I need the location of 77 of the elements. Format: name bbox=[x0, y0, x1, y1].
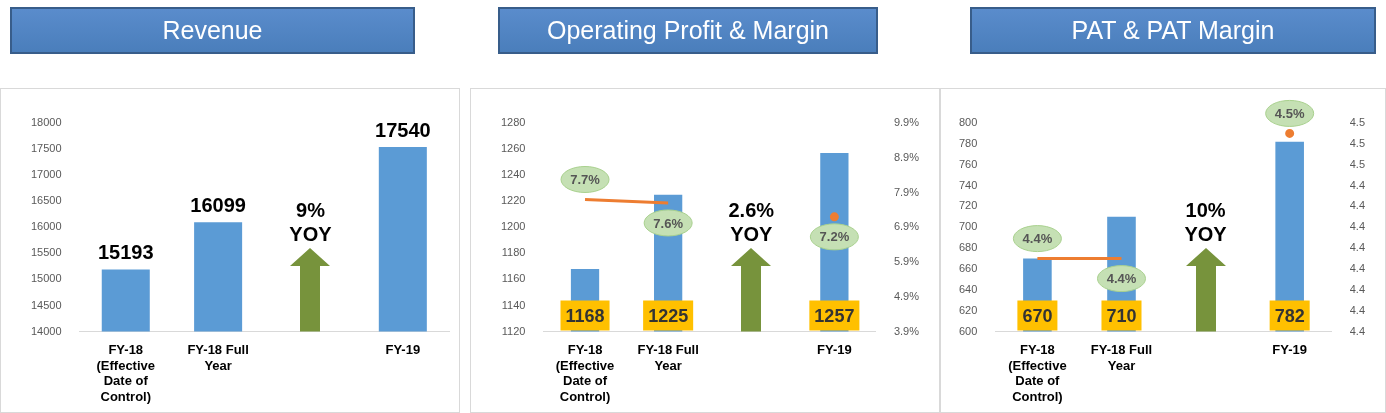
chart-title: Revenue bbox=[10, 7, 415, 54]
y-tick-label: 1220 bbox=[500, 194, 526, 207]
y2-tick-label: 4.5 bbox=[1349, 116, 1366, 129]
y-tick-label: 18000 bbox=[30, 116, 62, 129]
data-label: 1257 bbox=[814, 305, 855, 326]
y-tick-label: 680 bbox=[958, 241, 978, 254]
y2-tick-label: 4.4 bbox=[1349, 220, 1366, 233]
data-label: 1168 bbox=[565, 305, 605, 326]
chart-title: PAT & PAT Margin bbox=[970, 7, 1376, 54]
y-tick-label: 17000 bbox=[30, 168, 62, 181]
y-tick-label: 780 bbox=[958, 136, 978, 149]
annotation: 2.6% YOY bbox=[727, 198, 776, 247]
y-tick-label: 14500 bbox=[30, 298, 62, 311]
y2-tick-label: 4.4 bbox=[1349, 303, 1366, 316]
y2-tick-label: 4.9% bbox=[893, 289, 920, 302]
annotation: 9% YOY bbox=[288, 198, 333, 247]
annotation: 10% YOY bbox=[1183, 198, 1228, 247]
y-tick-label: 1240 bbox=[500, 168, 526, 181]
data-label: 16099 bbox=[190, 193, 246, 216]
y-tick-label: 1180 bbox=[501, 246, 526, 259]
y-tick-label: 1280 bbox=[500, 116, 526, 129]
y-tick-label: 660 bbox=[958, 262, 978, 275]
y2-tick-label: 7.9% bbox=[893, 185, 920, 198]
y2-tick-label: 9.9% bbox=[893, 116, 920, 129]
data-label: 4.5% bbox=[1274, 106, 1305, 122]
y2-tick-label: 4.4 bbox=[1349, 178, 1366, 191]
y-tick-label: 640 bbox=[958, 282, 978, 295]
y-tick-label: 16500 bbox=[30, 194, 62, 207]
data-label: 15193 bbox=[97, 240, 154, 263]
y2-tick-label: 6.9% bbox=[893, 220, 920, 233]
y2-tick-label: 4.4 bbox=[1349, 199, 1366, 212]
x-tick-label: FY-18 Full Year bbox=[187, 341, 249, 373]
y-tick-label: 1200 bbox=[500, 220, 526, 233]
y2-tick-label: 8.9% bbox=[893, 150, 920, 163]
y2-tick-label: 4.4 bbox=[1349, 282, 1366, 295]
y2-tick-label: 5.9% bbox=[893, 255, 920, 268]
y-tick-label: 1160 bbox=[501, 272, 526, 285]
x-tick-label: FY-18 Full Year bbox=[1090, 341, 1153, 373]
y-tick-label: 15500 bbox=[30, 246, 62, 259]
x-tick-label: FY-18 (Effective Date of Control) bbox=[555, 341, 615, 404]
y-tick-label: 720 bbox=[958, 199, 978, 212]
data-label: 4.4% bbox=[1106, 271, 1137, 287]
y-tick-label: 14000 bbox=[30, 324, 62, 337]
y2-tick-label: 4.4 bbox=[1349, 324, 1366, 337]
x-tick-label: FY-18 (Effective Date of Control) bbox=[1008, 341, 1067, 404]
y-tick-label: 1120 bbox=[501, 324, 526, 337]
y-tick-label: 620 bbox=[958, 303, 978, 316]
y-tick-label: 15000 bbox=[30, 272, 62, 285]
data-label: 1225 bbox=[648, 305, 689, 326]
y2-tick-label: 3.9% bbox=[893, 324, 920, 337]
data-label: 4.4% bbox=[1022, 231, 1053, 247]
y2-tick-label: 4.5 bbox=[1349, 157, 1366, 170]
y-tick-label: 16000 bbox=[30, 220, 62, 233]
data-label: 7.7% bbox=[570, 172, 601, 188]
data-label: 7.2% bbox=[819, 229, 850, 245]
y2-tick-label: 4.4 bbox=[1349, 241, 1366, 254]
y2-tick-label: 4.5 bbox=[1349, 136, 1366, 149]
x-tick-label: FY-19 bbox=[385, 341, 421, 357]
y2-tick-label: 4.4 bbox=[1349, 262, 1366, 275]
data-label: 17540 bbox=[375, 118, 431, 141]
data-label: 670 bbox=[1022, 305, 1053, 326]
x-tick-label: FY-18 (Effective Date of Control) bbox=[96, 341, 156, 404]
y-tick-label: 760 bbox=[958, 157, 978, 170]
x-tick-label: FY-18 Full Year bbox=[637, 341, 699, 373]
y-tick-label: 740 bbox=[958, 178, 978, 191]
y-tick-label: 700 bbox=[958, 220, 978, 233]
y-tick-label: 600 bbox=[958, 324, 978, 337]
y-tick-label: 1260 bbox=[500, 142, 526, 155]
x-tick-label: FY-19 bbox=[817, 341, 852, 357]
data-label: 710 bbox=[1106, 305, 1137, 326]
data-label: 782 bbox=[1274, 305, 1305, 326]
chart-title: Operating Profit & Margin bbox=[498, 7, 878, 54]
y-tick-label: 800 bbox=[958, 116, 978, 129]
y-tick-label: 1140 bbox=[501, 298, 526, 311]
x-tick-label: FY-19 bbox=[1272, 341, 1308, 357]
y-tick-label: 17500 bbox=[30, 142, 62, 155]
data-label: 7.6% bbox=[653, 215, 684, 231]
